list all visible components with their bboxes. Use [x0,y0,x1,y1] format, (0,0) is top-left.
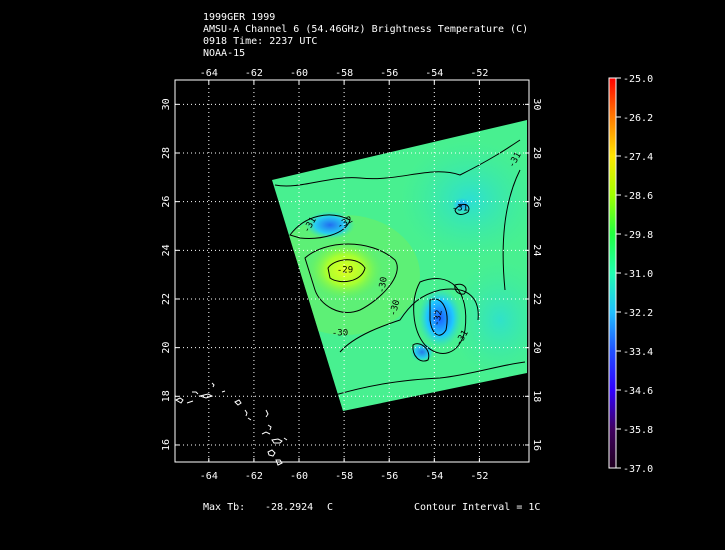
contour-label: -29 [337,266,353,276]
colorbar-label: -28.6 [623,191,653,202]
colorbar-label: -31.0 [623,269,653,280]
contour-label: -32 [432,309,445,327]
brightness-swath [272,120,527,411]
lat-label-left: 18 [161,390,172,402]
lat-label-left: 30 [161,98,172,110]
colorbar-label: -25.0 [623,74,653,85]
max-tb-label: Max Tb: [203,502,246,513]
lat-label-right: 30 [531,98,542,110]
axis-ticks [175,80,529,462]
map-frame [174,79,530,463]
lon-label-bottom: -54 [425,471,443,482]
contour-label: -31 [452,204,468,214]
lat-label-right: 16 [531,439,542,451]
lat-label-left: 22 [161,293,172,305]
contour-interval: Contour Interval = 1C [414,502,541,513]
lat-label-left: 20 [161,342,172,354]
lon-label-top: -54 [425,68,443,79]
lat-label-right: 18 [531,390,542,402]
lat-lon-grid [175,80,529,462]
title-line-4: NOAA-15 [203,48,246,59]
coastline [174,382,288,466]
contour-lines [274,139,526,396]
lon-label-top: -60 [290,68,308,79]
max-tb-value: -28.2924 [265,502,314,513]
title-line-2: AMSU-A Channel 6 (54.46GHz) Brightness T… [203,24,529,35]
colorbar [608,77,617,469]
lon-label-bottom: -58 [335,471,353,482]
lon-label-bottom: -60 [290,471,308,482]
lat-label-right: 22 [531,293,542,305]
lat-label-right: 24 [531,244,542,256]
lon-label-top: -52 [470,68,488,79]
title-line-3: 0918 Time: 2237 UTC [203,36,318,47]
contour-label: -30 [332,329,348,339]
lon-label-bottom: -52 [470,471,488,482]
colorbar-label: -35.8 [623,425,653,436]
colorbar-ticks: -25.0 -26.2 -27.4 -28.6 -29.8 -31.0 -32.2 -33.4… [616,74,653,475]
contour-label: -30 [377,276,390,294]
colorbar-label: -37.0 [623,464,653,475]
contour-label: -30 [389,299,403,317]
lat-label-right: 20 [531,342,542,354]
lon-label-bottom: -62 [245,471,263,482]
lon-label-top: -64 [200,68,218,79]
lon-label-bottom: -64 [200,471,218,482]
colorbar-label: -29.8 [623,230,653,241]
lat-label-left: 26 [161,196,172,208]
colorbar-label: -34.6 [623,386,653,397]
axis-labels: -64 -64 -62 -62 -60 -60 -58 -58 -56 -56 -54 -54 -52 -… [161,68,542,482]
lat-label-right: 26 [531,196,542,208]
title-line-1: 1999GER 1999 [203,12,276,23]
lat-label-left: 28 [161,147,172,159]
lat-label-right: 28 [531,147,542,159]
colorbar-label: -26.2 [623,113,653,124]
colorbar-label: -33.4 [623,347,653,358]
colorbar-label: -27.4 [623,152,653,163]
lat-label-left: 16 [161,439,172,451]
lat-label-left: 24 [161,244,172,256]
lon-label-top: -62 [245,68,263,79]
max-tb-unit: C [327,502,334,513]
lon-label-top: -56 [380,68,398,79]
lon-label-bottom: -56 [380,471,398,482]
lon-label-top: -58 [335,68,353,79]
colorbar-label: -32.2 [623,308,653,319]
